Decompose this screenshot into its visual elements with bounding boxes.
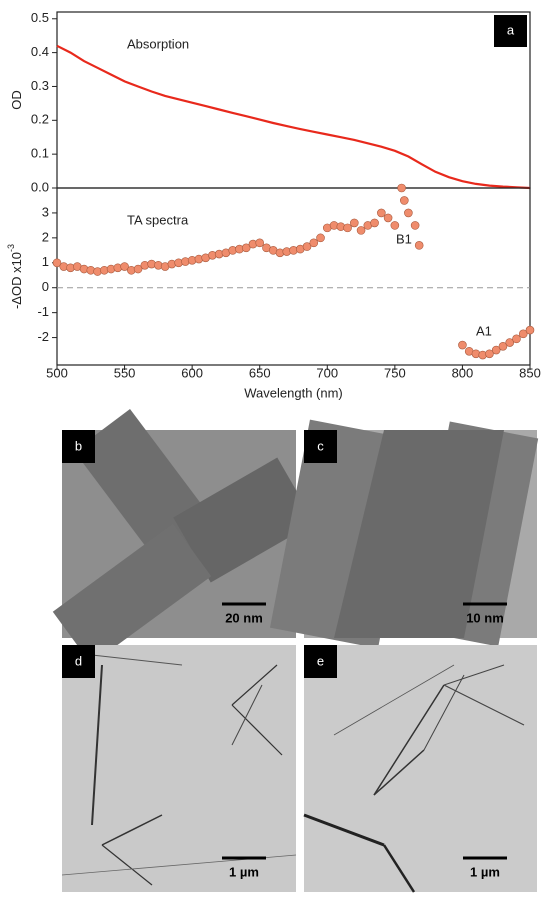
ta-point — [505, 338, 515, 347]
absorption-line — [56, 44, 531, 190]
feature — [231, 664, 278, 706]
feature — [443, 664, 505, 686]
feature — [91, 664, 103, 826]
y-tick-label: 0.4 — [31, 44, 49, 59]
feature — [303, 813, 385, 847]
feature — [443, 684, 525, 726]
y-tick-label: -2 — [37, 329, 49, 344]
panel-label-box — [494, 15, 527, 47]
ta-point — [241, 243, 251, 253]
y-axis-label: -ΔOD x10-3 — [6, 244, 24, 309]
feature — [382, 844, 416, 893]
ta-point — [525, 325, 535, 335]
annotation: Absorption — [127, 36, 189, 51]
ta-point — [350, 218, 359, 228]
y-tick-label: 0.3 — [31, 78, 49, 93]
ta-point — [485, 349, 494, 359]
plot-frame — [56, 187, 531, 366]
ta-point — [404, 208, 413, 218]
feature — [423, 674, 465, 751]
ta-point — [397, 183, 406, 193]
scale-bar-label: 1 µm — [470, 864, 500, 879]
ta-point — [410, 221, 420, 230]
y-tick-label: 0 — [42, 279, 49, 294]
y-tick-label: 0.2 — [31, 112, 49, 127]
x-tick-label: 700 — [316, 365, 338, 380]
y-axis-label-text: -ΔOD x10 — [9, 252, 24, 309]
x-tick-label: 850 — [519, 365, 541, 380]
ta-point — [383, 213, 393, 223]
micrograph — [62, 645, 296, 892]
peak-label: A1 — [476, 323, 492, 338]
y-tick-label: 0.0 — [31, 179, 49, 194]
y-axis-label-exponent: -3 — [6, 244, 16, 252]
y-axis-label-text: OD — [9, 90, 24, 110]
feature — [173, 457, 315, 583]
panel-label-box — [304, 645, 337, 678]
y-axis-label: OD — [9, 90, 24, 110]
y-tick-label: 3 — [42, 204, 49, 219]
scale-bar-label: 20 nm — [225, 610, 263, 625]
panel-label: a — [507, 22, 515, 37]
ta-point — [309, 238, 319, 248]
x-tick-label: 500 — [46, 365, 68, 380]
panel-label-box — [304, 430, 337, 463]
y-tick-label: -1 — [37, 304, 49, 319]
ta-point — [133, 264, 143, 274]
feature — [373, 684, 445, 796]
feature — [269, 419, 419, 649]
ta-point — [356, 226, 366, 235]
ta-point — [255, 238, 265, 248]
x-tick-label: 600 — [181, 365, 203, 380]
panel-label-box — [62, 645, 95, 678]
scale-bar-label: 10 nm — [466, 610, 504, 625]
feature — [101, 814, 163, 846]
ta-point — [377, 208, 386, 218]
feature — [101, 844, 153, 886]
peak-label: B1 — [396, 231, 412, 246]
annotation: TA spectra — [127, 212, 189, 227]
x-axis-label: Wavelength (nm) — [244, 385, 343, 400]
ta-point — [400, 196, 409, 205]
feature — [373, 749, 425, 796]
feature — [231, 704, 283, 756]
y-tick-label: 0.1 — [31, 146, 49, 161]
ta-point — [316, 233, 325, 243]
x-tick-label: 650 — [249, 365, 271, 380]
x-tick-label: 550 — [114, 365, 136, 380]
panel-label: b — [75, 438, 82, 453]
ta-point — [491, 345, 501, 355]
feature — [91, 654, 183, 666]
ta-point — [458, 340, 467, 350]
ta-point — [120, 262, 129, 271]
y-tick-label: 0.5 — [31, 10, 49, 25]
feature — [52, 523, 212, 665]
ta-point — [370, 218, 379, 228]
panel-label: e — [317, 653, 324, 668]
ta-point — [512, 334, 521, 344]
scale-bar-label: 1 µm — [229, 864, 259, 879]
feature — [334, 430, 504, 638]
ta-point — [52, 258, 62, 268]
ta-point — [518, 329, 528, 339]
ta-point — [302, 242, 312, 251]
ta-point — [498, 342, 508, 351]
panel-label: d — [75, 653, 82, 668]
y-tick-label: 2 — [42, 229, 49, 244]
ta-point — [414, 241, 424, 250]
panel-label-box — [62, 430, 95, 463]
feature — [333, 664, 455, 736]
ta-point — [390, 221, 400, 230]
micrograph — [304, 645, 537, 892]
x-tick-label: 800 — [452, 365, 474, 380]
panel-label: c — [317, 438, 324, 453]
feature — [231, 684, 263, 746]
x-tick-label: 750 — [384, 365, 406, 380]
ta-point — [343, 223, 352, 233]
y-tick-label: 1 — [42, 254, 49, 269]
